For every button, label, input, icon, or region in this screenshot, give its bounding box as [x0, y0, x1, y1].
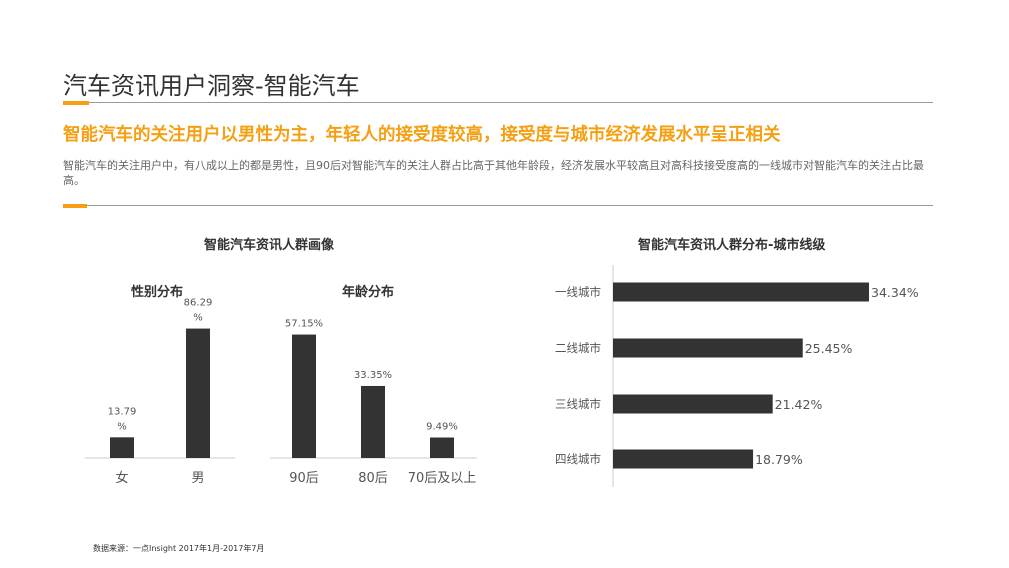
city-bar	[613, 338, 803, 358]
gender-value-label: 13.79	[108, 406, 137, 417]
description-divider	[63, 205, 933, 206]
age-category-label: 90后	[289, 471, 319, 486]
gender-value-label: %	[117, 421, 127, 432]
city-value-label: 21.42%	[775, 397, 823, 412]
page-title: 汽车资讯用户洞察-智能汽车	[63, 72, 360, 100]
gender-value-label: %	[193, 313, 203, 324]
title-divider	[63, 102, 933, 103]
title-accent-bar	[63, 101, 89, 105]
gender-value-label: 86.29	[184, 298, 213, 309]
gender-chart-title: 性别分布	[131, 285, 184, 300]
gender-category-label: 女	[115, 470, 128, 486]
description-accent-bar	[63, 204, 87, 208]
headline: 智能汽车的关注用户以男性为主，年轻人的接受度较高，接受度与城市经济发展水平呈正相…	[63, 125, 781, 145]
city-bar	[613, 449, 754, 469]
age-chart: 57.15% 90后 33.35% 80后 9.49% 70后及以上	[270, 319, 477, 486]
city-category-label: 二线城市	[555, 341, 601, 355]
gender-chart: 13.79% 女 86.29% 男	[85, 298, 235, 486]
age-bar	[361, 385, 385, 458]
city-value-label: 25.45%	[805, 341, 853, 356]
age-category-label: 70后及以上	[408, 471, 477, 486]
city-bar	[613, 394, 773, 414]
city-value-label: 34.34%	[871, 285, 919, 300]
city-bar	[613, 282, 869, 302]
age-value-label: 57.15%	[285, 319, 323, 330]
left-panel-title: 智能汽车资讯人群画像	[204, 238, 335, 253]
age-chart-title: 年龄分布	[342, 285, 395, 300]
city-chart: 34.34% 一线城市 25.45% 二线城市 21.42% 三线城市 18.79% 四线城市	[555, 265, 919, 487]
age-value-label: 9.49%	[426, 422, 458, 433]
age-bar	[292, 334, 316, 458]
description: 智能汽车的关注用户中，有八成以上的都是男性，且90后对智能汽车的关注人群占比高于…	[63, 159, 924, 187]
data-source: 数据来源：一点Insight 2017年1月-2017年7月	[93, 544, 265, 553]
age-category-label: 80后	[358, 471, 388, 486]
gender-bar	[186, 328, 210, 458]
age-bar	[430, 437, 454, 458]
city-category-label: 一线城市	[555, 285, 601, 299]
city-category-label: 三线城市	[555, 397, 601, 411]
city-value-label: 18.79%	[755, 452, 803, 467]
gender-category-label: 男	[191, 471, 204, 486]
gender-bar	[110, 437, 134, 458]
age-value-label: 33.35%	[354, 370, 392, 381]
city-category-label: 四线城市	[555, 452, 601, 466]
right-panel-title: 智能汽车资讯人群分布-城市线级	[638, 238, 826, 253]
